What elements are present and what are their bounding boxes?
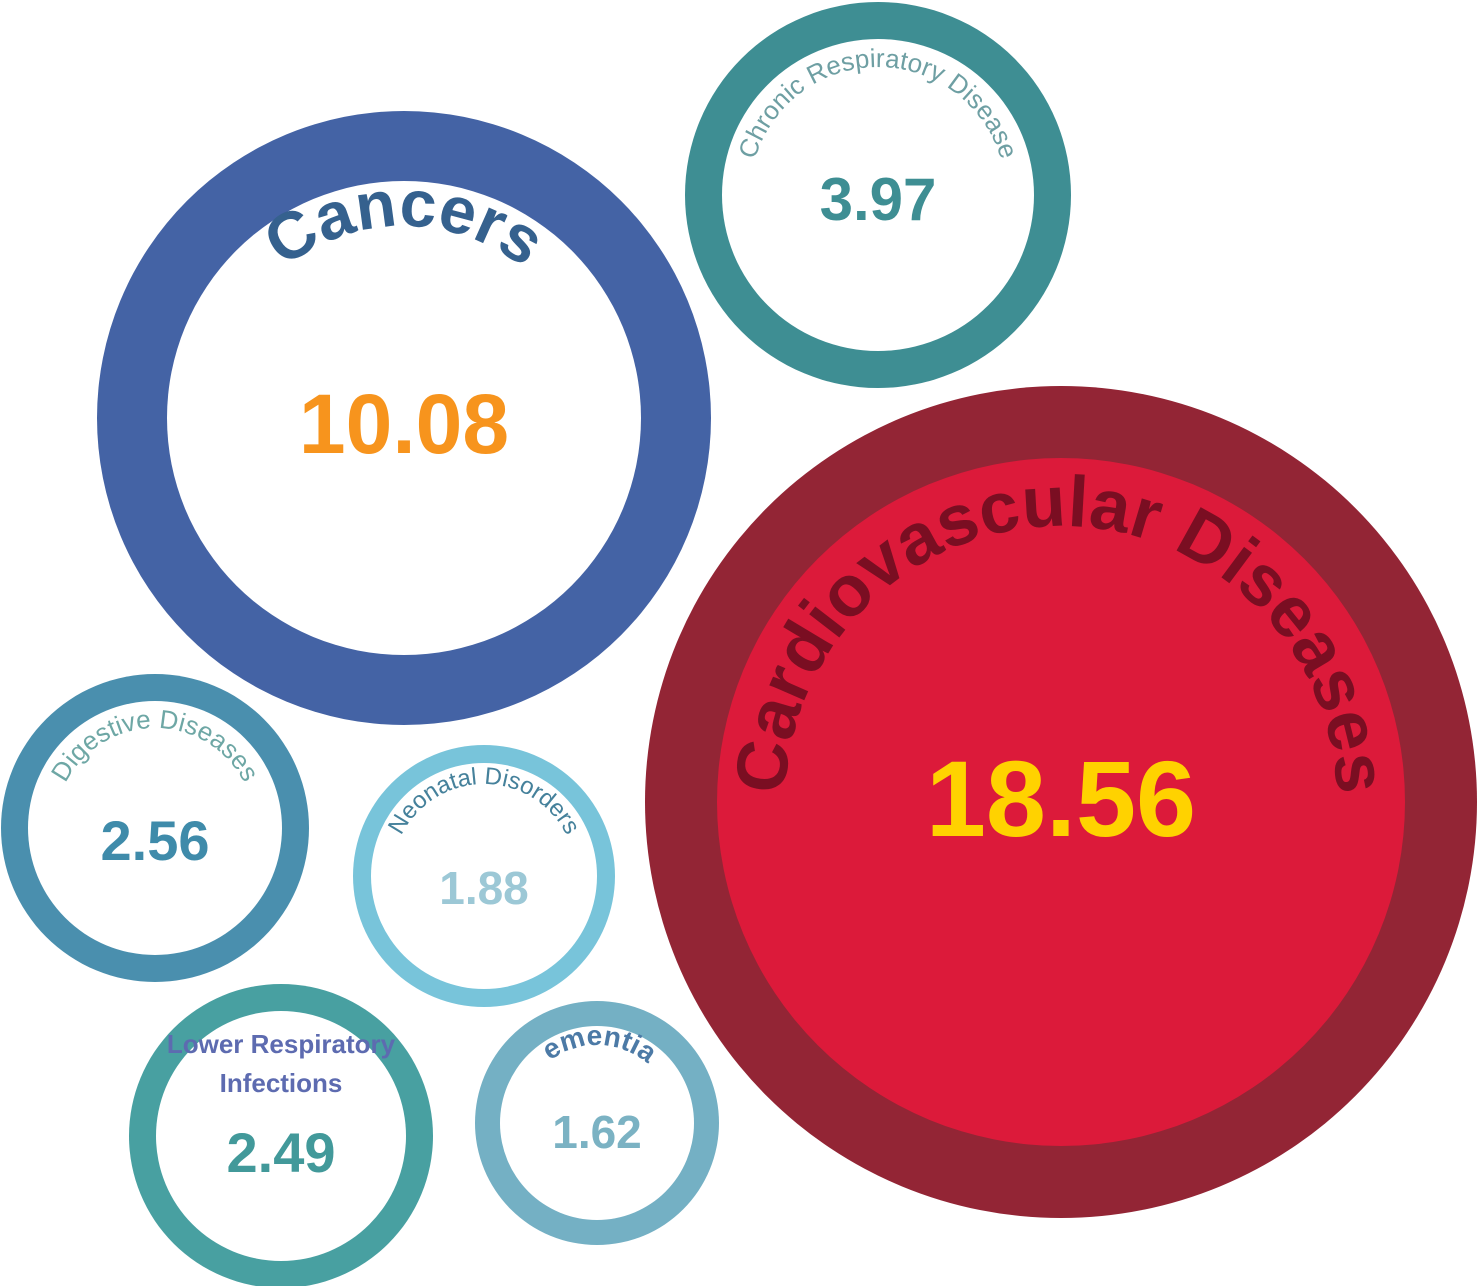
bubble-label-line-1: Lower Respiratory — [167, 1029, 396, 1059]
bubble-value: 1.62 — [552, 1106, 642, 1158]
bubble-inner — [28, 701, 282, 955]
bubble-label-line-2: Infections — [220, 1068, 343, 1098]
bubble-inner — [156, 1011, 406, 1261]
bubble-inner — [167, 181, 641, 655]
bubble-inner — [371, 763, 597, 989]
bubble-lower-respiratory-infections: Lower Respiratory Infections 2.49 — [129, 984, 433, 1286]
bubble-value: 2.56 — [101, 809, 210, 872]
bubble-inner — [717, 458, 1405, 1146]
bubble-value: 18.56 — [926, 738, 1196, 859]
bubble-inner — [500, 1026, 694, 1220]
bubble-value: 1.88 — [439, 862, 529, 914]
bubble-value: 10.08 — [299, 377, 509, 471]
bubble-value: 3.97 — [820, 166, 937, 233]
bubble-value: 2.49 — [227, 1121, 336, 1184]
bubble-inner — [722, 39, 1034, 351]
